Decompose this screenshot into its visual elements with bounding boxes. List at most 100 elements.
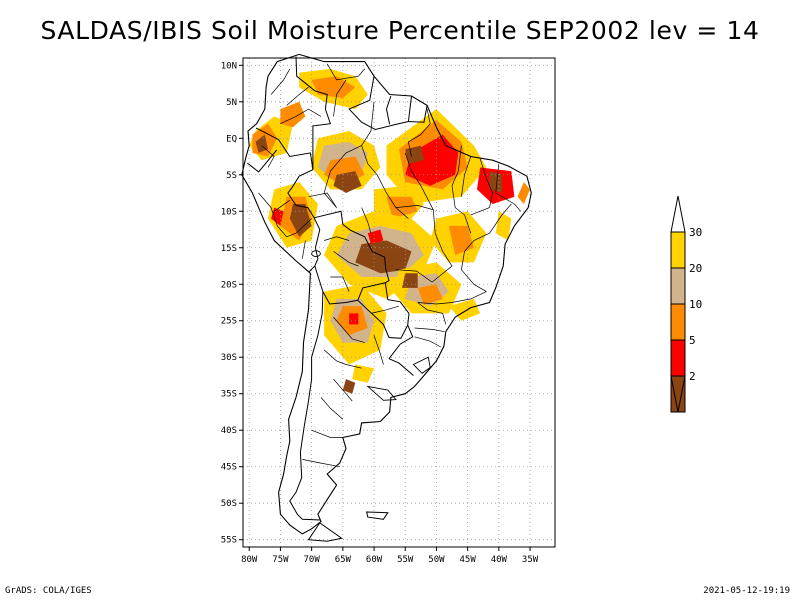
longitude-axis: 80W 75W 70W 65W 60W 55W 50W 45W 40W 35W (241, 547, 539, 565)
state-boundary-line (395, 205, 453, 283)
state-boundary-line (320, 397, 344, 420)
state-boundary-line (495, 163, 521, 212)
coastline (241, 53, 532, 542)
state-boundary-line (270, 68, 291, 95)
state-boundary-line (414, 336, 441, 348)
lat-tick-label: 20S (221, 280, 237, 290)
state-boundary-line (273, 200, 291, 212)
state-boundary-line (301, 240, 306, 259)
lat-tick-label: 5S (226, 171, 237, 181)
country-border-line (255, 127, 314, 170)
moisture-region-red (367, 229, 384, 245)
country-border-line (313, 210, 390, 301)
state-boundary-line (311, 429, 343, 438)
state-boundary-line (326, 63, 365, 81)
state-boundary-line (333, 79, 347, 117)
moisture-region-brown (489, 171, 502, 193)
moisture-region-yellow (448, 298, 481, 321)
state-boundary-line (330, 276, 350, 292)
lon-tick-label: 40W (491, 555, 508, 565)
moisture-region-brown (402, 273, 418, 288)
lat-tick-label: 40S (221, 426, 237, 436)
lon-tick-label: 55W (397, 555, 414, 565)
state-boundary-line (258, 192, 312, 238)
lon-tick-label: 45W (460, 555, 477, 565)
state-boundaries (258, 63, 521, 468)
plot-title: SALDAS/IBIS Soil Moisture Percentile SEP… (40, 16, 760, 45)
island-outline (307, 522, 343, 542)
country-border-line (407, 95, 412, 122)
lat-tick-label: 50S (221, 499, 237, 509)
colorbar-swatch (670, 303, 686, 341)
country-border-line (384, 282, 410, 326)
lat-tick-label: 30S (221, 353, 237, 363)
estuary-outline (412, 356, 431, 374)
country-border-line (308, 217, 321, 273)
lat-tick-label: 10S (221, 207, 237, 217)
moisture-region-brown (342, 379, 356, 394)
country-border-line (295, 56, 332, 170)
lon-tick-label: 60W (366, 555, 383, 565)
state-boundary-line (370, 305, 400, 314)
state-boundary-line (361, 101, 409, 219)
colorbar-top-arrow (670, 195, 686, 233)
colorbar-bottom-arrow (670, 375, 686, 413)
country-border-line (289, 291, 324, 521)
map-frame (242, 57, 556, 548)
lat-tick-label: EQ (226, 134, 237, 144)
colorbar-swatch (670, 231, 686, 269)
state-boundary-line (323, 145, 362, 208)
moisture-region-red (349, 313, 359, 325)
state-boundary-line (333, 251, 359, 267)
lon-tick-label: 35W (522, 555, 539, 565)
lon-tick-label: 50W (428, 555, 445, 565)
country-border-line (357, 299, 409, 339)
country-border-line (388, 358, 414, 376)
lat-tick-label: 25S (221, 317, 237, 327)
state-boundary-line (461, 203, 512, 292)
colorbar-label: 10 (689, 298, 702, 311)
state-boundary-line (280, 108, 322, 125)
state-boundary-line (324, 236, 350, 241)
lon-tick-label: 75W (272, 555, 289, 565)
moisture-region-yellow (352, 364, 374, 383)
moisture-region-brown (289, 204, 312, 237)
state-boundary-line (404, 152, 434, 210)
country-border-line (385, 95, 392, 125)
state-boundary-line (361, 207, 372, 234)
state-boundary-line (414, 327, 445, 333)
state-boundary-line (451, 145, 472, 234)
state-boundary-line (333, 378, 353, 402)
state-boundary-line (286, 86, 309, 106)
lon-tick-label: 70W (304, 555, 321, 565)
continent-outline (241, 53, 532, 535)
state-boundary-line (333, 316, 365, 343)
colorbar-label: 5 (689, 334, 696, 347)
moisture-region-orange (517, 182, 530, 204)
footer-credit: GrADS: COLA/IGES (5, 586, 92, 596)
country-border-line (247, 149, 278, 173)
latitude-axis: 10N 5N EQ 5S 10S 15S 20S 25S 30S 35S 40S 45S 50S 55S (221, 61, 243, 546)
lat-tick-label: 45S (221, 463, 237, 473)
moisture-region-orange (386, 196, 418, 219)
state-boundary-line (373, 335, 384, 365)
colorbar-label: 30 (689, 226, 702, 239)
moisture-region-red (271, 207, 284, 226)
state-boundary-line (417, 291, 487, 305)
colorbar-label: 2 (689, 370, 696, 383)
state-boundary-line (408, 109, 431, 157)
country-border-line (388, 324, 414, 360)
soil-moisture-fill-layer (249, 68, 530, 394)
moisture-region-orange (417, 284, 443, 305)
lat-tick-label: 35S (221, 390, 237, 400)
state-boundary-line (261, 145, 275, 168)
country-border-line (314, 265, 358, 305)
lat-tick-label: 55S (221, 536, 237, 546)
lat-tick-label: 10N (221, 61, 237, 71)
lake-outline (311, 250, 321, 257)
estuary-outline (366, 385, 397, 401)
state-boundary-line (308, 192, 337, 208)
graticule-grid (243, 58, 555, 547)
